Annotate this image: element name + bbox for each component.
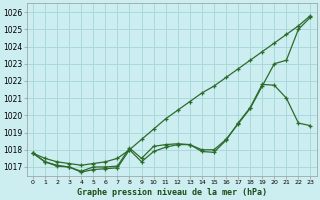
X-axis label: Graphe pression niveau de la mer (hPa): Graphe pression niveau de la mer (hPa) [77,188,267,197]
